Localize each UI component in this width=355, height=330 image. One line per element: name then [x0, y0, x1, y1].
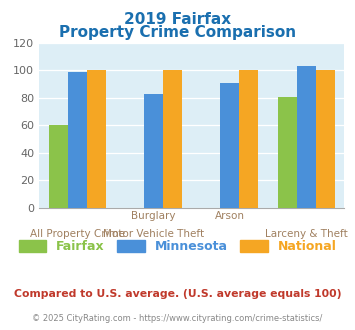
- Bar: [68, 72, 87, 208]
- Text: Motor Vehicle Theft: Motor Vehicle Theft: [103, 229, 204, 239]
- Bar: [239, 70, 258, 208]
- Legend: Fairfax, Minnesota, National: Fairfax, Minnesota, National: [13, 235, 342, 258]
- Bar: [278, 96, 297, 208]
- Bar: [144, 94, 163, 208]
- Text: Arson: Arson: [215, 211, 245, 221]
- Text: Property Crime Comparison: Property Crime Comparison: [59, 25, 296, 40]
- Bar: [87, 70, 106, 208]
- Bar: [316, 70, 335, 208]
- Text: © 2025 CityRating.com - https://www.cityrating.com/crime-statistics/: © 2025 CityRating.com - https://www.city…: [32, 314, 323, 323]
- Bar: [297, 66, 316, 208]
- Text: 2019 Fairfax: 2019 Fairfax: [124, 12, 231, 26]
- Text: Larceny & Theft: Larceny & Theft: [265, 229, 348, 239]
- Text: All Property Crime: All Property Crime: [30, 229, 125, 239]
- Text: Burglary: Burglary: [131, 211, 176, 221]
- Bar: [163, 70, 182, 208]
- Bar: [220, 83, 239, 208]
- Text: Compared to U.S. average. (U.S. average equals 100): Compared to U.S. average. (U.S. average …: [14, 289, 341, 299]
- Bar: [49, 125, 68, 208]
